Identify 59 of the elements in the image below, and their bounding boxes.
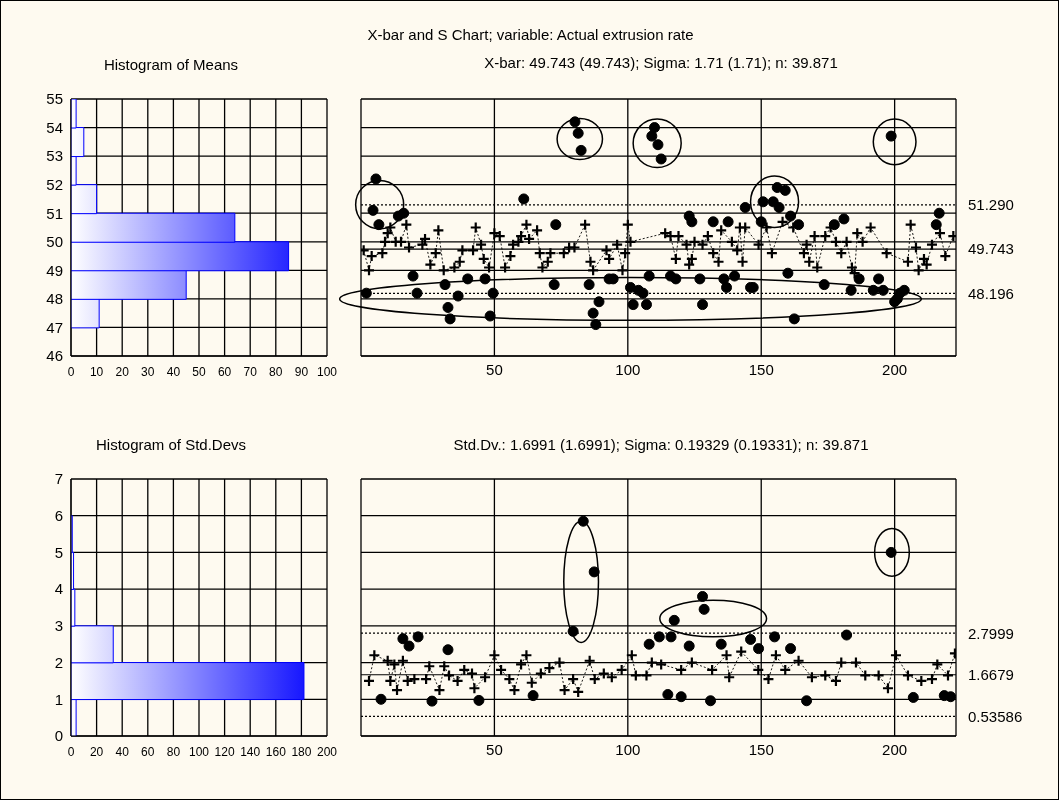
x-tick-label: 40 <box>166 365 181 379</box>
y-tick-label: 53 <box>46 147 63 165</box>
x-tick-label: 50 <box>486 360 503 378</box>
y-tick-label: 2 <box>54 653 63 671</box>
y-tick-label: 7 <box>54 470 63 488</box>
x-tick-label: 200 <box>882 360 908 378</box>
x-tick-label: 90 <box>294 365 309 379</box>
x-tick-label: 50 <box>486 740 503 758</box>
y-tick-label: 55 <box>46 90 63 108</box>
x-tick-label: 20 <box>115 365 130 379</box>
x-tick-label: 120 <box>214 745 235 759</box>
y-tick-label: 52 <box>46 175 63 193</box>
y-tick-label: 47 <box>46 318 63 336</box>
y-tick-label: 4 <box>54 580 63 598</box>
ref-line-label: 51.290 <box>968 196 1014 214</box>
y-tick-label: 51 <box>46 204 63 222</box>
y-tick-label: 0 <box>54 727 63 745</box>
x-tick-label: 10 <box>89 365 104 379</box>
x-tick-label: 100 <box>188 745 210 759</box>
ref-line-label: 49.743 <box>968 240 1014 258</box>
y-tick-label: 49 <box>46 261 63 279</box>
x-tick-label: 50 <box>192 365 206 379</box>
chart-title: Std.Dv.: 1.6991 (1.6991); Sigma: 0.19329 (0.19331); n: 39.871 <box>452 436 870 453</box>
ref-line-label: 2.7999 <box>968 624 1014 642</box>
x-tick-label: 40 <box>115 745 130 759</box>
x-tick-label: 60 <box>217 365 232 379</box>
chart-title: X-bar and S Chart; variable: Actual extrusion rate <box>366 26 695 43</box>
ref-line-label: 0.53586 <box>968 707 1023 725</box>
chart-subtitle: X-bar: 49.743 (49.743); Sigma: 1.71 (1.71); n: 39.871 <box>483 54 839 71</box>
x-tick-label: 160 <box>265 745 287 759</box>
x-tick-label: 200 <box>316 745 338 759</box>
y-tick-label: 3 <box>54 617 63 635</box>
x-tick-label: 0 <box>67 745 75 759</box>
x-tick-label: 100 <box>615 360 641 378</box>
x-tick-label: 80 <box>166 745 181 759</box>
x-tick-label: 100 <box>316 365 338 379</box>
x-tick-label: 180 <box>291 745 312 759</box>
chart-title: Histogram of Means <box>102 56 240 73</box>
y-tick-label: 5 <box>54 543 63 561</box>
ref-line-label: 48.196 <box>968 284 1014 302</box>
y-tick-label: 50 <box>46 233 63 251</box>
x-tick-label: 150 <box>748 740 774 758</box>
ref-line-label: 1.6679 <box>968 666 1014 684</box>
x-tick-label: 150 <box>748 360 774 378</box>
x-tick-label: 0 <box>67 365 75 379</box>
x-tick-label: 140 <box>240 745 261 759</box>
y-tick-label: 6 <box>54 507 63 525</box>
x-tick-label: 30 <box>141 365 155 379</box>
x-tick-label: 80 <box>269 365 283 379</box>
y-tick-label: 48 <box>46 290 63 308</box>
y-tick-label: 1 <box>54 690 63 708</box>
y-tick-label: 54 <box>46 118 63 136</box>
x-tick-label: 20 <box>89 745 104 759</box>
chart-title: Histogram of Std.Devs <box>94 436 248 453</box>
x-tick-label: 200 <box>882 740 908 758</box>
x-tick-label: 70 <box>243 365 258 379</box>
y-tick-label: 46 <box>46 347 63 365</box>
x-tick-label: 100 <box>615 740 641 758</box>
x-tick-label: 60 <box>141 745 155 759</box>
